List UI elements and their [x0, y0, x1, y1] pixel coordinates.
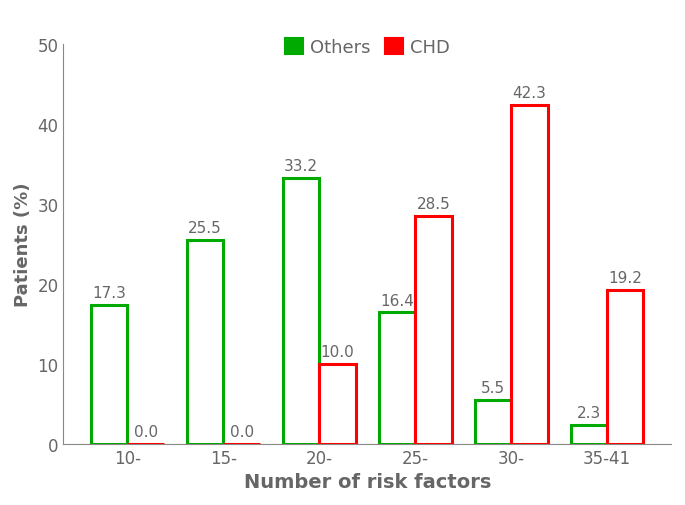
Bar: [415, 216, 451, 444]
Text: 2.3: 2.3: [577, 406, 601, 421]
Text: 42.3: 42.3: [512, 86, 547, 101]
Text: 0.0: 0.0: [134, 424, 158, 439]
Bar: [319, 364, 356, 444]
Text: 25.5: 25.5: [188, 220, 222, 235]
Bar: [475, 400, 511, 444]
Bar: [91, 306, 127, 444]
Text: 33.2: 33.2: [284, 159, 318, 174]
Text: 19.2: 19.2: [608, 271, 643, 286]
Text: 17.3: 17.3: [92, 286, 126, 301]
Y-axis label: Patients (%): Patients (%): [14, 182, 32, 306]
Text: 10.0: 10.0: [321, 344, 354, 359]
Bar: [379, 313, 415, 444]
Text: 28.5: 28.5: [416, 196, 450, 212]
Text: 5.5: 5.5: [481, 380, 505, 395]
Bar: [283, 179, 319, 444]
X-axis label: Number of risk factors: Number of risk factors: [244, 472, 491, 491]
Legend: Others, CHD: Others, CHD: [279, 33, 456, 63]
Text: 16.4: 16.4: [380, 293, 414, 308]
Bar: [571, 425, 607, 444]
Bar: [187, 240, 223, 444]
Bar: [511, 106, 547, 444]
Bar: [607, 290, 643, 444]
Text: 0.0: 0.0: [229, 424, 253, 439]
